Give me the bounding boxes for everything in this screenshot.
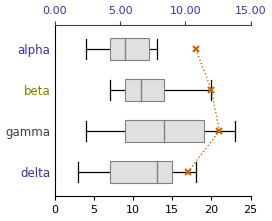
Bar: [110, 38, 149, 60]
Bar: [110, 161, 172, 183]
Bar: [125, 79, 165, 101]
Bar: [125, 120, 204, 142]
